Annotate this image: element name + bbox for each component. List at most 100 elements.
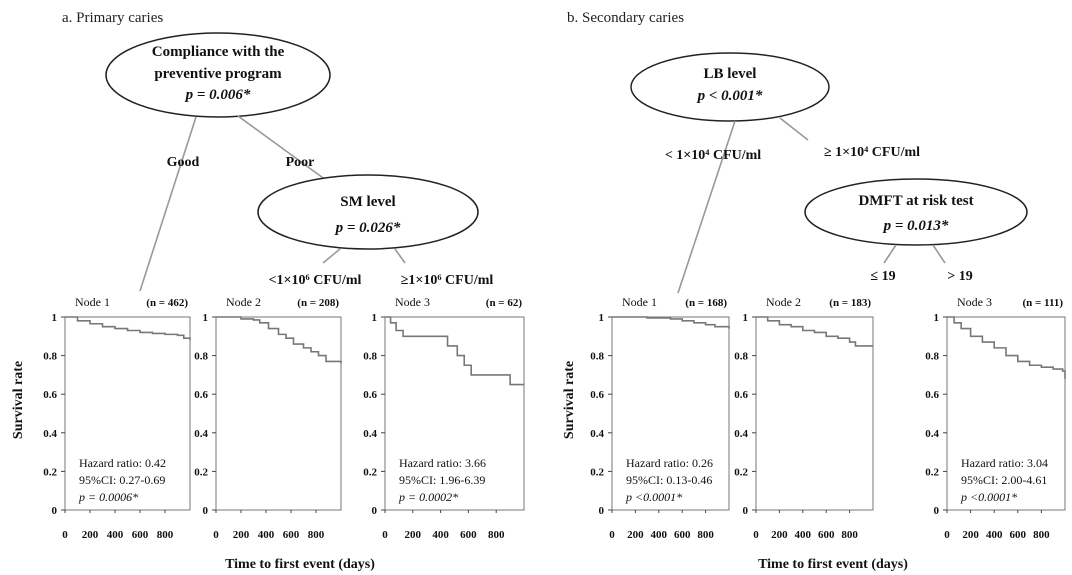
tree-branch-label: Poor — [286, 155, 315, 170]
x-tick-label: 800 — [157, 529, 174, 541]
y-tick-label: 1 — [743, 312, 749, 324]
y-axis-title: Survival rate — [11, 361, 26, 439]
y-axis-title: Survival rate — [562, 361, 577, 439]
y-tick-label: 0.6 — [363, 389, 377, 401]
y-tick-label: 0.6 — [590, 389, 604, 401]
x-axis-title: Time to first event (days) — [758, 557, 908, 572]
x-tick-label: 0 — [62, 529, 68, 541]
tree-branch-label: Good — [167, 155, 200, 170]
y-tick-label: 0.2 — [43, 466, 57, 478]
x-tick-label: 0 — [944, 529, 950, 541]
node-sample-size: (n = 462) — [146, 297, 188, 309]
x-tick-label: 200 — [962, 529, 979, 541]
y-tick-label: 0.4 — [590, 428, 604, 440]
y-tick-label: 1 — [52, 312, 58, 324]
hazard-stat: p <0.0001* — [625, 490, 682, 504]
x-tick-label: 0 — [609, 529, 615, 541]
tree-child-node — [257, 174, 479, 250]
hazard-stat: Hazard ratio: 3.66 — [399, 456, 486, 470]
survival-curve — [216, 316, 342, 364]
hazard-stat: 95%CI: 0.27-0.69 — [79, 473, 165, 487]
y-tick-label: 0 — [52, 505, 58, 517]
y-tick-label: 1 — [372, 312, 378, 324]
tree-child-p-value: p = 0.013* — [882, 218, 949, 234]
x-tick-label: 600 — [132, 529, 149, 541]
x-tick-label: 600 — [283, 529, 300, 541]
y-tick-label: 0 — [372, 505, 378, 517]
y-tick-label: 0.8 — [363, 351, 377, 363]
x-tick-label: 400 — [258, 529, 275, 541]
x-tick-label: 400 — [795, 529, 812, 541]
y-tick-label: 0.2 — [194, 466, 208, 478]
x-tick-label: 400 — [107, 529, 124, 541]
hazard-stat: 95%CI: 1.96-6.39 — [399, 473, 485, 487]
x-tick-label: 400 — [986, 529, 1003, 541]
x-tick-label: 200 — [233, 529, 250, 541]
x-tick-label: 0 — [753, 529, 759, 541]
y-tick-label: 0.4 — [734, 428, 748, 440]
tree-edge — [932, 244, 946, 264]
y-tick-label: 0.8 — [194, 351, 208, 363]
hazard-stat: p <0.0001* — [960, 490, 1017, 504]
tree-branch-label: ≥1×10⁶ CFU/ml — [401, 273, 494, 288]
node-sample-size: (n = 62) — [486, 297, 523, 309]
node-sample-size: (n = 208) — [297, 297, 339, 309]
y-tick-label: 0.8 — [590, 351, 604, 363]
node-label: Node 1 — [622, 295, 657, 309]
x-tick-label: 0 — [382, 529, 388, 541]
survival-curve — [947, 316, 1066, 379]
node-label: Node 3 — [957, 295, 992, 309]
x-tick-label: 200 — [627, 529, 644, 541]
x-tick-label: 200 — [82, 529, 99, 541]
y-tick-label: 0.4 — [194, 428, 208, 440]
tree-edge — [237, 115, 331, 184]
tree-edge — [322, 248, 341, 264]
tree-branch-label: > 19 — [947, 269, 972, 284]
tree-root-node — [105, 32, 331, 118]
hazard-stat: 95%CI: 0.13-0.46 — [626, 473, 712, 487]
tree-child-node — [804, 178, 1028, 246]
tree-root-label: preventive program — [154, 66, 282, 82]
plot-frame — [384, 316, 525, 511]
y-tick-label: 0.8 — [43, 351, 57, 363]
tree-root-p-value: p < 0.001* — [696, 88, 763, 104]
x-axis-title: Time to first event (days) — [225, 557, 375, 572]
tree-edge — [139, 116, 197, 292]
panel-title: a. Primary caries — [62, 10, 163, 26]
x-tick-label: 800 — [1033, 529, 1050, 541]
tree-child-p-value: p = 0.026* — [334, 220, 401, 236]
x-tick-label: 800 — [488, 529, 505, 541]
node-label: Node 2 — [766, 295, 801, 309]
y-tick-label: 0 — [934, 505, 940, 517]
x-tick-label: 800 — [308, 529, 325, 541]
x-tick-label: 600 — [460, 529, 477, 541]
tree-edge — [779, 117, 809, 141]
x-tick-label: 0 — [213, 529, 219, 541]
y-tick-label: 0.4 — [363, 428, 377, 440]
tree-root-p-value: p = 0.006* — [184, 87, 251, 103]
survival-curve — [756, 316, 873, 347]
node-label: Node 3 — [395, 295, 430, 309]
survival-curve — [65, 316, 191, 341]
tree-branch-label: <1×10⁶ CFU/ml — [269, 273, 362, 288]
x-tick-label: 400 — [651, 529, 668, 541]
tree-root-label: Compliance with the — [152, 44, 285, 60]
hazard-stat: p = 0.0006* — [78, 490, 138, 504]
node-label: Node 1 — [75, 295, 110, 309]
hazard-stat: p = 0.0002* — [398, 490, 458, 504]
tree-child-label: SM level — [340, 194, 395, 210]
x-tick-label: 800 — [841, 529, 858, 541]
hazard-stat: Hazard ratio: 0.42 — [79, 456, 166, 470]
tree-branch-label: ≥ 1×10⁴ CFU/ml — [824, 145, 920, 160]
hazard-stat: Hazard ratio: 0.26 — [626, 456, 713, 470]
tree-branch-label: < 1×10⁴ CFU/ml — [665, 148, 761, 163]
y-tick-label: 0.2 — [363, 466, 377, 478]
x-tick-label: 400 — [432, 529, 449, 541]
y-tick-label: 0.2 — [590, 466, 604, 478]
y-tick-label: 0 — [599, 505, 605, 517]
x-tick-label: 600 — [818, 529, 835, 541]
plot-frame — [611, 316, 730, 511]
x-tick-label: 800 — [697, 529, 714, 541]
tree-edge — [394, 248, 406, 264]
y-tick-label: 0.6 — [43, 389, 57, 401]
